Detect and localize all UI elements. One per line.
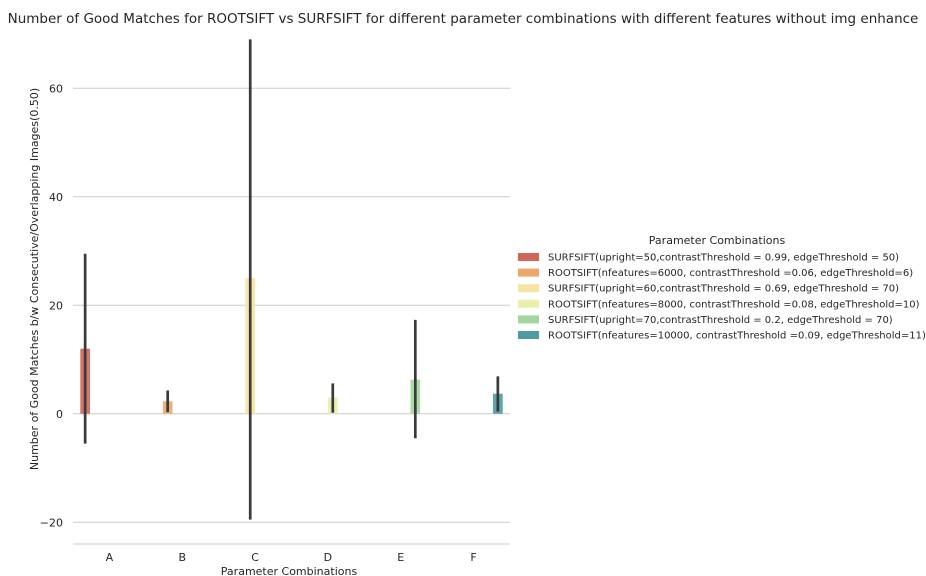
legend-label: ROOTSIFT(nfeatures=10000, contrastThresh… — [548, 331, 926, 342]
y-tick-labels: −20 0 20 40 60 — [40, 82, 63, 529]
legend-label: ROOTSIFT(nfeatures=6000, contrastThresho… — [548, 268, 913, 279]
x-tick-label: E — [397, 551, 404, 564]
legend-swatch — [518, 315, 539, 324]
y-axis-label: Number of Good Matches b/w Consecutive/O… — [28, 88, 41, 470]
x-tick-label: B — [178, 551, 186, 564]
chart-title: Number of Good Matches for ROOTSIFT vs S… — [8, 11, 919, 27]
y-tick-label: −20 — [40, 516, 63, 529]
legend-swatch — [518, 284, 539, 293]
legend-title: Parameter Combinations — [649, 234, 786, 247]
legend-swatch — [518, 253, 539, 261]
x-tick-labels: A B C D E F — [106, 551, 477, 564]
gridlines — [73, 87, 510, 523]
x-tick-label: D — [324, 551, 332, 564]
y-tick-label: 40 — [49, 191, 63, 204]
x-tick-label: C — [251, 551, 259, 564]
legend-swatch — [518, 268, 539, 277]
x-tick-label: A — [106, 551, 114, 564]
legend-label: SURFSIFT(upright=50,contrastThreshold = … — [548, 253, 899, 264]
y-tick-label: 60 — [49, 82, 63, 95]
legend-label: ROOTSIFT(nfeatures=8000, contrastThresho… — [548, 299, 920, 310]
error-bars-group — [83, 39, 500, 520]
legend-swatch — [518, 299, 539, 308]
y-tick-label: 0 — [56, 408, 63, 421]
legend: Parameter Combinations SURFSIFT(upright=… — [518, 234, 926, 342]
y-tick-label: 20 — [49, 299, 63, 312]
x-axis-label: Parameter Combinations — [221, 565, 358, 576]
legend-label: SURFSIFT(upright=70,contrastThreshold = … — [548, 315, 893, 326]
legend-items: SURFSIFT(upright=50,contrastThreshold = … — [518, 253, 926, 342]
legend-swatch — [518, 331, 539, 339]
legend-label: SURFSIFT(upright=60,contrastThreshold = … — [548, 284, 899, 295]
x-tick-label: F — [470, 551, 476, 564]
bars-group — [80, 278, 503, 414]
